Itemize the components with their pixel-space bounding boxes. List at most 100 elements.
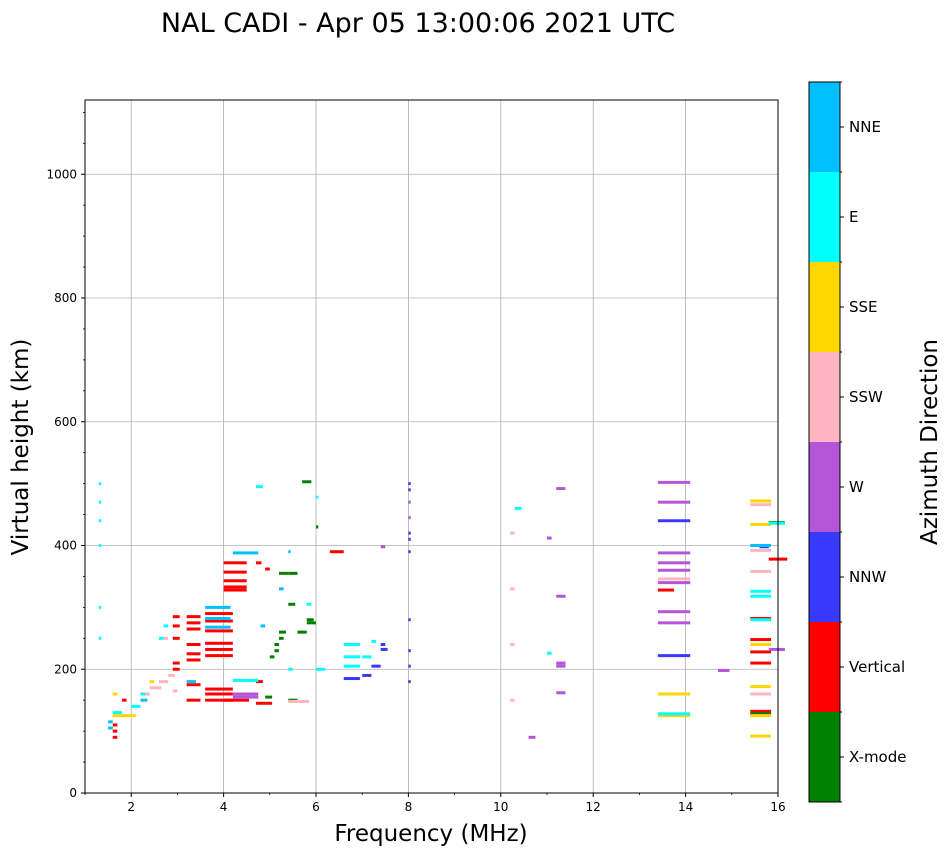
echo-point-x-mode [279, 630, 286, 634]
y-tick-label: 600 [54, 415, 77, 429]
y-tick-label: 200 [54, 662, 77, 676]
y-tick-label: 400 [54, 539, 77, 553]
y-tick-label: 800 [54, 291, 77, 305]
echo-point-vertical [172, 667, 180, 671]
echo-point-nne [186, 680, 196, 684]
echo-point-w [657, 480, 691, 484]
echo-point-w [657, 551, 691, 555]
echo-point-sse [126, 714, 136, 718]
echo-point-w [768, 647, 785, 651]
echo-point-x-mode [316, 525, 319, 529]
colorbar-segment [809, 532, 840, 622]
echo-point-x-mode [265, 695, 273, 699]
echo-point-vertical [205, 687, 233, 691]
echo-point-vertical [186, 652, 201, 656]
colorbar-frame [808, 81, 841, 803]
echo-point-nne [750, 544, 772, 547]
echo-point-ssw [168, 673, 176, 677]
echo-point-w [717, 668, 730, 672]
echo-point-e [288, 667, 293, 671]
axis-ticks: 2 4 6 8 10 12 14 16 0 200 400 600 800 1000 [46, 111, 786, 814]
echo-point-vertical [657, 588, 675, 592]
echo-point-vertical [205, 612, 233, 616]
echo-point-nnw [408, 680, 411, 684]
echo-point-nnw [408, 664, 411, 668]
echo-point-vertical [255, 701, 266, 705]
x-tick-label: 10 [493, 800, 508, 814]
echo-point-e [750, 594, 772, 598]
echo-point-e [255, 485, 263, 489]
echo-point-vertical [223, 588, 247, 592]
echo-point-w [657, 610, 691, 614]
echo-point-ssw [163, 636, 169, 640]
echo-point-nnw [371, 664, 381, 668]
echo-point-x-mode [279, 571, 289, 575]
echo-point-nnw [380, 643, 386, 646]
colorbar-segment [809, 82, 840, 172]
echo-point-w [528, 735, 536, 739]
echo-point-e [657, 712, 691, 716]
echo-point-vertical [205, 619, 233, 623]
echo-point-ssw [510, 698, 515, 702]
echo-point-ssw [154, 686, 162, 690]
y-axis-label: Virtual height (km) [8, 339, 34, 556]
echo-point-ssw [158, 680, 169, 684]
echo-point-e [158, 636, 164, 640]
echo-point-e [343, 643, 360, 646]
echo-point-vertical [223, 570, 247, 574]
echo-point-ssw [510, 587, 515, 591]
echo-point-e [232, 678, 259, 682]
echo-point-nne [108, 720, 113, 724]
echo-point-w [547, 536, 552, 540]
echo-point-sse [657, 692, 691, 696]
echo-point-vertical [172, 636, 180, 640]
echo-point-nne [108, 726, 113, 730]
x-tick-label: 4 [220, 800, 228, 814]
echo-point-nne [140, 698, 148, 702]
echo-point-vertical [205, 654, 233, 658]
echo-point-ssw [750, 503, 772, 507]
echo-point-e [768, 521, 785, 525]
echo-point-vertical [223, 585, 247, 589]
echo-point-vertical [329, 550, 344, 554]
echo-point-x-mode [274, 643, 280, 646]
echo-point-w [380, 545, 386, 549]
grid-lines [85, 100, 779, 794]
colorbar: X-mode Vertical NNW W SSW SSE E NNE [808, 81, 906, 803]
echo-point-sse [750, 734, 772, 738]
echo-point-e [163, 624, 169, 628]
echo-point-w [556, 664, 566, 668]
echo-point-w [657, 621, 691, 625]
echo-point-sse [750, 714, 772, 718]
echo-point-w [556, 594, 566, 598]
echo-point-vertical [172, 624, 180, 628]
echo-point-vertical [186, 621, 201, 625]
echo-point-vertical [186, 683, 201, 687]
echo-point-nnw [362, 673, 372, 677]
echo-point-nnw [408, 618, 411, 622]
echo-point-sse [112, 714, 127, 718]
echo-point-e [750, 589, 772, 593]
x-tick-label: 14 [678, 800, 693, 814]
echo-point-e [140, 692, 146, 696]
echo-point-sse [657, 714, 691, 718]
echo-point-nne [205, 605, 231, 609]
echo-point-e [98, 636, 102, 640]
echo-point-nnw [408, 649, 411, 653]
echo-point-vertical [750, 638, 772, 642]
echo-point-vertical [205, 692, 233, 696]
echo-point-vertical [205, 647, 233, 651]
x-tick-label: 12 [586, 800, 601, 814]
echo-point-e [98, 544, 102, 547]
echo-point-e [362, 655, 372, 659]
echo-point-w [408, 516, 411, 520]
x-axis-label: Frequency (MHz) [334, 821, 527, 847]
y-tick-label: 0 [69, 786, 77, 800]
echo-point-vertical [223, 698, 250, 702]
echo-point-e [98, 482, 102, 486]
echo-point-nne [205, 617, 231, 621]
echo-point-vertical [205, 641, 233, 645]
echo-point-x-mode [302, 480, 312, 484]
echo-point-e [306, 602, 312, 606]
